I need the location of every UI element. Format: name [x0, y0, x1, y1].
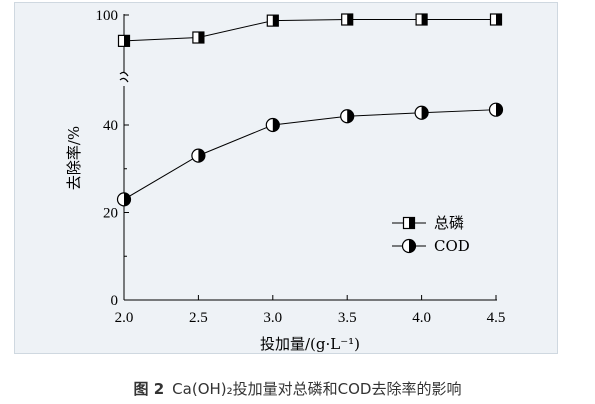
- marker-fill: [421, 14, 428, 25]
- marker-fill: [496, 103, 503, 117]
- figure-caption: 图 2 Ca(OH)₂投加量对总磷和COD去除率的影响: [0, 378, 595, 399]
- marker-fill: [198, 149, 205, 163]
- data-point-cod: [116, 192, 132, 207]
- axis-break-mark: [119, 71, 129, 77]
- y-tick-label: 40: [103, 118, 118, 134]
- x-tick-label: 2.5: [189, 310, 208, 326]
- series-layer: [116, 13, 504, 207]
- marker-fill: [272, 118, 280, 132]
- marker-fill: [198, 32, 204, 43]
- data-point-tp: [117, 34, 131, 47]
- y-axis-label: 去除率/%: [65, 126, 83, 190]
- x-tick-label: 3.0: [263, 310, 282, 326]
- x-tick-label: 4.5: [487, 310, 506, 326]
- legend-label: 总磷: [434, 214, 464, 232]
- axes: 100 0 20 40 2.0 2.5 3.0 3.5 4.0 4.5: [96, 8, 506, 326]
- data-point-tp: [192, 31, 205, 44]
- marker-fill: [409, 239, 416, 253]
- y-tick-label: 20: [103, 206, 118, 222]
- data-point-cod: [340, 109, 355, 124]
- data-point-cod: [414, 105, 429, 120]
- data-point-tp: [489, 13, 503, 26]
- marker-fill: [347, 109, 354, 123]
- series-line-cod: [123, 109, 497, 200]
- data-point-cod: [191, 148, 206, 163]
- data-point-tp: [341, 13, 354, 26]
- x-axis-label: 投加量/(g·L⁻¹): [260, 335, 360, 353]
- legend-marker-tp: [402, 216, 416, 230]
- marker-fill: [124, 35, 130, 47]
- marker-fill: [124, 192, 131, 206]
- marker-fill: [347, 14, 353, 25]
- marker-fill: [272, 15, 279, 27]
- legend-label: COD: [434, 237, 470, 255]
- y-tick-label: 100: [96, 8, 119, 24]
- figure-panel: [14, 2, 558, 354]
- marker-fill: [496, 14, 502, 25]
- data-point-cod: [265, 117, 280, 133]
- figure-number: 图 2: [133, 380, 165, 398]
- data-point-tp: [266, 14, 279, 27]
- x-tick-label: 4.0: [412, 310, 431, 326]
- data-point-tp: [415, 13, 428, 26]
- legend-marker-cod: [401, 238, 417, 254]
- caption-text: Ca(OH)₂投加量对总磷和COD去除率的影响: [172, 380, 462, 398]
- series-line-tp: [123, 19, 496, 42]
- legend: 总磷 COD: [392, 214, 470, 255]
- data-point-cod: [488, 102, 504, 117]
- x-tick-label: 3.5: [338, 310, 357, 326]
- y-tick-label: 0: [111, 293, 119, 309]
- marker-fill: [409, 217, 415, 229]
- marker-fill: [421, 106, 429, 120]
- axis-break-mark: [119, 77, 129, 83]
- x-tick-label: 2.0: [115, 310, 134, 326]
